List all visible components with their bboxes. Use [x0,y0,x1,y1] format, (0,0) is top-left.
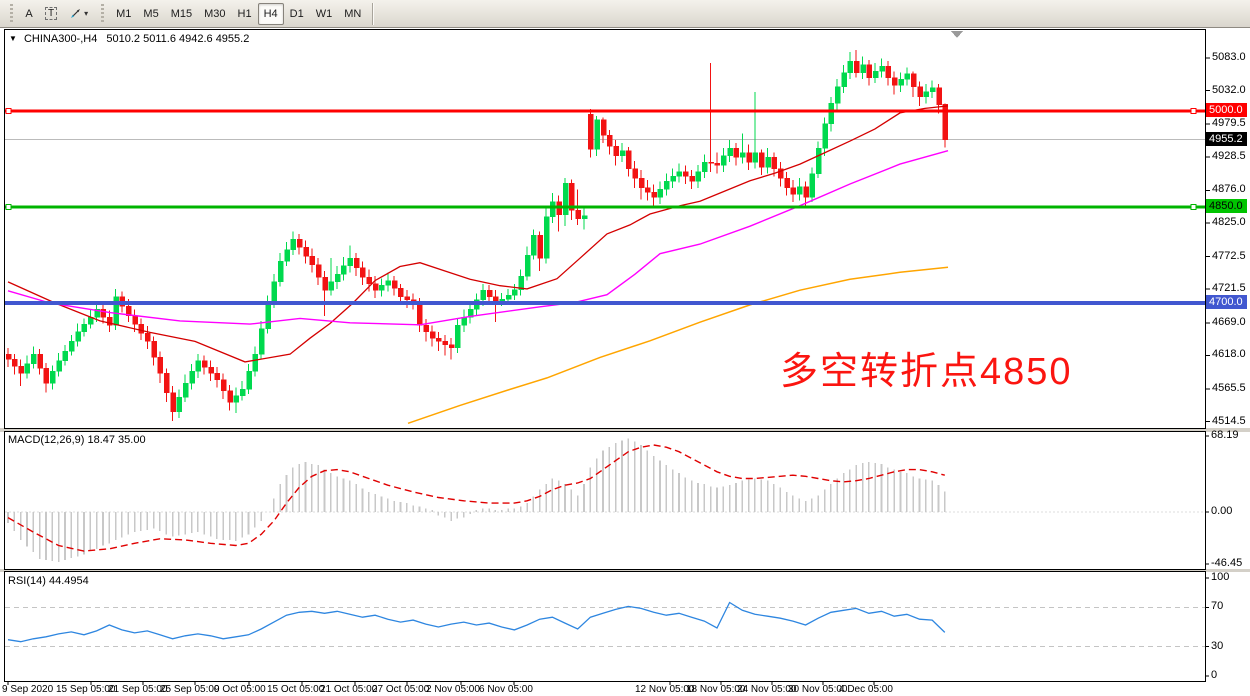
timeframe-button-m1[interactable]: M1 [110,3,137,25]
rsi-axis-label: 70 [1211,600,1224,613]
rsi-axis-label: 0 [1211,669,1218,681]
price-line-label: 5000.0 [1206,103,1247,117]
toolbar-grip[interactable] [98,3,107,24]
time-axis-label: 15 Oct 05:00 [267,684,325,695]
rsi-indicator-label: RSI(14) 44.4954 [8,575,89,587]
price-tick-label: 4979.5 [1212,117,1246,130]
chart-text-annotation[interactable]: 多空转折点4850 [780,351,1073,393]
price-line-label: 4955.2 [1206,131,1247,146]
rsi-axis-label: 30 [1211,639,1224,652]
price-tick-label: 5083.0 [1212,50,1246,63]
time-axis-label: 21 Oct 05:00 [320,684,378,695]
time-axis-label: 30 Nov 05:00 [788,684,848,695]
symbol-name: CHINA300-,H4 [23,33,98,45]
price-tick-label: 4565.5 [1212,382,1246,395]
caret-down-icon: ▾ [84,9,89,18]
toolbar-grip[interactable] [7,3,15,24]
time-axis-label: 21 Sep 05:00 [108,684,168,695]
text-label-tool-button[interactable]: T [39,3,63,25]
time-axis-label: 18 Nov 05:00 [686,684,746,695]
price-tick-label: 4514.5 [1212,414,1246,427]
time-axis-label: 9 Sep 2020 [2,684,54,695]
symbol-dropdown-icon[interactable]: ▼ [9,34,17,43]
time-axis-label: 4 Dec 05:00 [839,684,893,695]
timeframe-button-m5[interactable]: M5 [137,3,164,25]
timeframe-button-m30[interactable]: M30 [198,3,231,25]
cursor-arrows-icon [71,9,81,18]
price-line-label: 4850.0 [1206,199,1247,213]
toolbar: A T ▾ M1 M5 M15 M30 H1 H4 D1 W1 MN [0,0,1250,28]
price-tick-label: 4825.0 [1212,216,1246,228]
font-tool-button[interactable]: A [19,3,39,25]
ohlc-values: 5010.2 5011.6 4942.6 4955.2 [106,33,250,45]
text-tool-icon: T [45,7,58,20]
macd-axis-label: 68.19 [1211,428,1239,441]
price-tick-label: 4772.5 [1212,249,1246,262]
time-axis-label: 12 Nov 05:00 [635,684,695,695]
macd-axis-label: -46.45 [1211,556,1243,569]
font-tool-icon: A [25,7,33,20]
price-tick-label: 4721.5 [1212,282,1246,295]
timeframe-button-group: M1 M5 M15 M30 H1 H4 D1 W1 MN [110,2,367,25]
time-axis-label: 24 Nov 05:00 [737,684,797,695]
price-tick-label: 5032.0 [1212,83,1246,96]
price-tick-label: 4876.0 [1212,183,1246,196]
cursor-mode-button[interactable]: ▾ [63,3,94,25]
price-tick-label: 4928.5 [1212,149,1246,162]
price-tick-label: 4669.0 [1212,315,1246,328]
timeframe-button-h4[interactable]: H4 [257,2,284,25]
timeframe-button-h1[interactable]: H1 [232,3,258,25]
time-axis-label: 6 Nov 05:00 [479,684,533,695]
time-axis-label: 15 Sep 05:00 [56,684,116,695]
time-axis-label: 9 Oct 05:00 [214,684,266,695]
time-axis-label: 2 Nov 05:00 [426,684,480,695]
time-axis-label: 25 Sep 05:00 [160,684,220,695]
price-line-label: 4700.0 [1206,295,1247,309]
macd-axis-label: 0.00 [1211,505,1233,517]
macd-indicator-label: MACD(12,26,9) 18.47 35.00 [8,434,146,446]
time-axis-label: 27 Oct 05:00 [372,684,430,695]
toolbar-separator [372,2,374,25]
timeframe-button-d1[interactable]: D1 [284,3,310,25]
chart-title[interactable]: ▼ CHINA300-,H4 5010.2 5011.6 4942.6 4955… [9,33,249,45]
timeframe-button-w1[interactable]: W1 [310,3,339,25]
price-tick-label: 4618.0 [1212,348,1246,361]
timeframe-button-mn[interactable]: MN [338,3,367,25]
timeframe-button-m15[interactable]: M15 [165,3,198,25]
rsi-axis-label: 100 [1211,571,1230,583]
